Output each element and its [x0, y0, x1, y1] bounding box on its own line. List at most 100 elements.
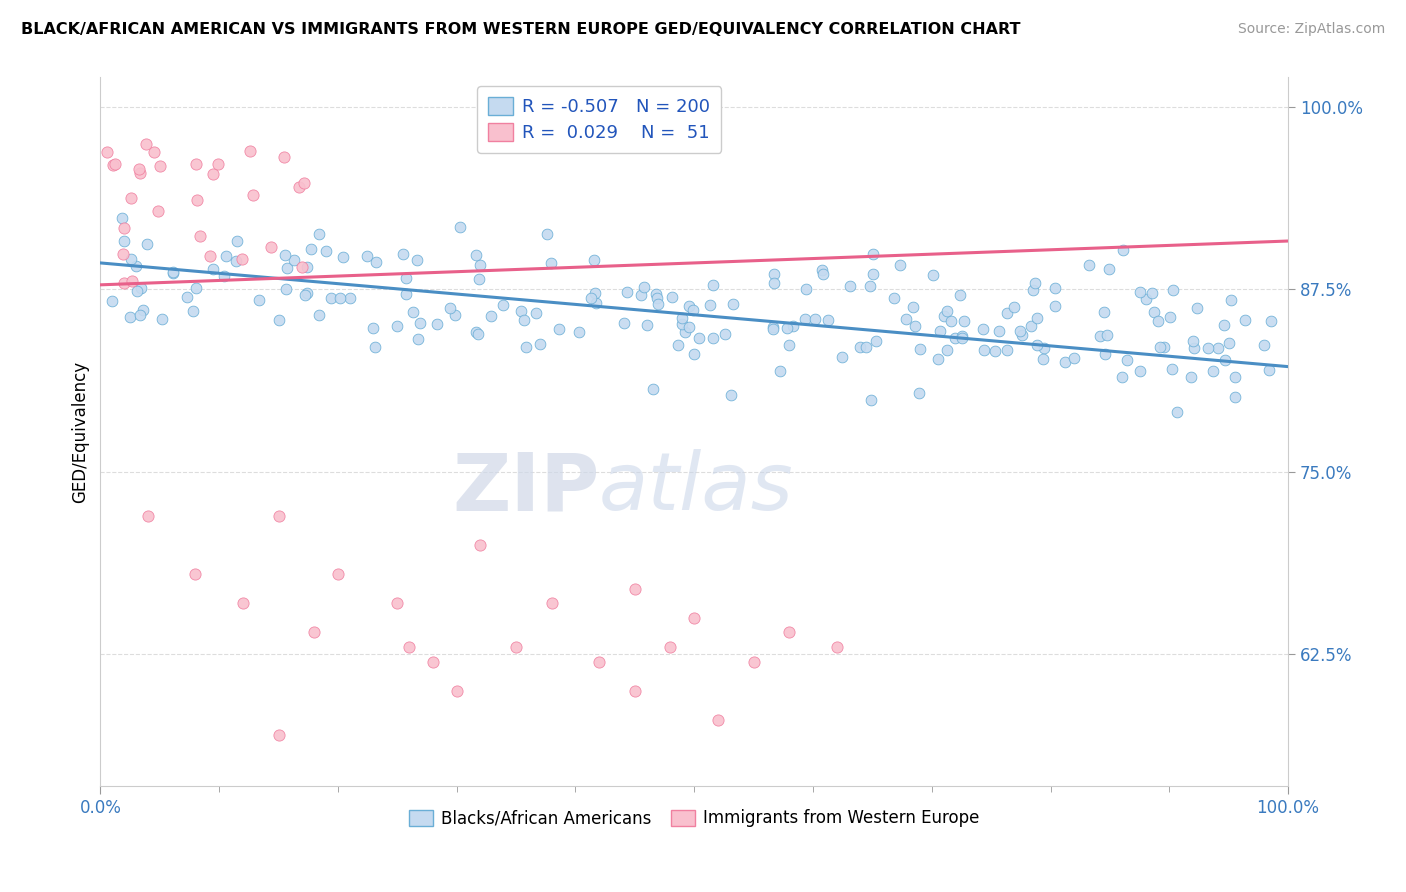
Point	[276, 260, 298, 275]
Point	[1022, 283, 1045, 297]
Point	[299, 242, 322, 256]
Point	[671, 311, 693, 326]
Point	[426, 317, 449, 331]
Point	[583, 252, 606, 267]
Point	[831, 350, 853, 364]
Point	[364, 340, 387, 354]
Point	[470, 538, 492, 552]
Point	[682, 303, 704, 318]
Point	[225, 254, 247, 268]
Point	[932, 309, 955, 323]
Point	[276, 282, 298, 296]
Point	[135, 137, 157, 152]
Point	[678, 320, 700, 334]
Point	[616, 285, 638, 299]
Point	[1043, 299, 1066, 313]
Point	[721, 297, 744, 311]
Point	[402, 305, 425, 319]
Point	[439, 301, 461, 315]
Point	[849, 340, 872, 354]
Point	[505, 640, 527, 654]
Point	[319, 291, 342, 305]
Point	[859, 279, 882, 293]
Text: Source: ZipAtlas.com: Source: ZipAtlas.com	[1237, 22, 1385, 37]
Point	[186, 193, 208, 207]
Point	[613, 317, 636, 331]
Point	[479, 309, 502, 323]
Legend: Blacks/African Americans, Immigrants from Western Europe: Blacks/African Americans, Immigrants fro…	[402, 803, 986, 834]
Point	[941, 314, 963, 328]
Point	[101, 294, 124, 309]
Point	[762, 319, 785, 334]
Point	[127, 285, 149, 299]
Point	[661, 290, 683, 304]
Point	[118, 310, 141, 325]
Text: atlas: atlas	[599, 450, 794, 527]
Point	[387, 596, 409, 610]
Point	[860, 392, 883, 407]
Point	[267, 508, 290, 523]
Point	[1260, 314, 1282, 328]
Point	[283, 253, 305, 268]
Point	[207, 157, 229, 171]
Point	[1258, 363, 1281, 377]
Point	[470, 258, 492, 272]
Point	[1159, 310, 1181, 325]
Point	[1077, 258, 1099, 272]
Point	[1129, 285, 1152, 299]
Point	[927, 352, 949, 367]
Point	[865, 334, 887, 348]
Point	[1197, 342, 1219, 356]
Point	[825, 640, 848, 654]
Point	[364, 255, 387, 269]
Point	[1149, 340, 1171, 354]
Point	[1218, 336, 1240, 351]
Point	[135, 236, 157, 251]
Point	[247, 293, 270, 307]
Point	[972, 321, 994, 335]
Text: ZIP: ZIP	[451, 450, 599, 527]
Point	[128, 308, 150, 322]
Point	[548, 321, 571, 335]
Point	[186, 281, 208, 295]
Point	[356, 249, 378, 263]
Point	[392, 247, 415, 261]
Point	[1095, 328, 1118, 343]
Point	[568, 326, 591, 340]
Point	[1111, 244, 1133, 258]
Point	[184, 157, 207, 171]
Point	[467, 326, 489, 341]
Point	[1223, 370, 1246, 384]
Point	[995, 343, 1018, 358]
Point	[683, 611, 706, 625]
Point	[936, 343, 959, 357]
Point	[855, 340, 877, 354]
Point	[112, 276, 135, 290]
Point	[444, 308, 467, 322]
Point	[513, 313, 536, 327]
Point	[1094, 347, 1116, 361]
Point	[883, 291, 905, 305]
Point	[315, 244, 337, 258]
Point	[1135, 292, 1157, 306]
Point	[515, 340, 537, 354]
Point	[952, 314, 974, 328]
Point	[949, 288, 972, 302]
Point	[583, 286, 606, 301]
Point	[707, 713, 730, 727]
Point	[810, 263, 832, 277]
Point	[889, 259, 911, 273]
Point	[1026, 310, 1049, 325]
Point	[794, 312, 817, 326]
Point	[150, 311, 173, 326]
Point	[762, 267, 785, 281]
Point	[274, 248, 297, 262]
Point	[162, 266, 184, 280]
Point	[762, 322, 785, 336]
Point	[1213, 353, 1236, 368]
Point	[1161, 362, 1184, 376]
Point	[409, 316, 432, 330]
Point	[950, 328, 973, 343]
Point	[585, 295, 607, 310]
Point	[1161, 284, 1184, 298]
